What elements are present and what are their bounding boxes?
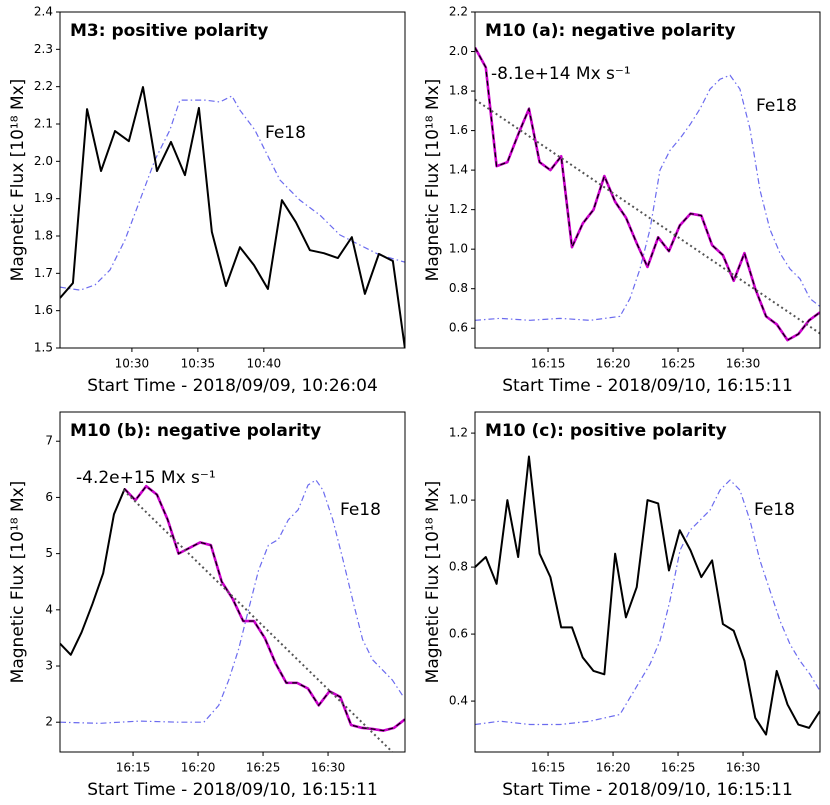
y-tick-label: 0.6 <box>449 627 468 641</box>
y-tick-label: 0.8 <box>449 560 468 574</box>
annotation: -8.1e+14 Mx s⁻¹ <box>491 64 631 84</box>
series-label: Fe18 <box>756 96 797 116</box>
y-axis-label: Magnetic Flux [10¹⁸ Mx] <box>8 481 28 684</box>
series-label: Fe18 <box>340 500 381 520</box>
dotted-line <box>475 98 820 335</box>
axes-frame <box>474 411 821 753</box>
overlay-dash <box>475 47 820 341</box>
y-tick-label: 2.1 <box>34 117 53 131</box>
x-tick-label: 16:20 <box>181 761 216 775</box>
y-tick-label: 3 <box>45 659 53 673</box>
x-tick-label: 10:35 <box>181 357 216 371</box>
panel-title: M10 (a): negative polarity <box>485 21 736 41</box>
series-label: Fe18 <box>265 123 306 143</box>
x-tick-label: 16:15 <box>116 761 151 775</box>
y-tick-label: 0.4 <box>449 694 468 708</box>
y-axis-label: Magnetic Flux [10¹⁸ Mx] <box>423 79 443 282</box>
y-tick-label: 0.8 <box>449 281 468 295</box>
y-axis-label: Magnetic Flux [10¹⁸ Mx] <box>423 481 443 684</box>
x-tick-label: 16:25 <box>246 761 281 775</box>
x-axis-label: Start Time - 2018/09/09, 10:26:04 <box>87 376 378 396</box>
y-tick-label: 2.0 <box>34 154 53 168</box>
panel: 0.6 0.8 1.0 1.2 1.4 1.6 1.8 2.0 2.2 16:15 16:20 16:… <box>423 5 821 396</box>
y-tick-label: 2.2 <box>34 79 53 93</box>
y-tick-label: 7 <box>45 434 53 448</box>
x-tick-label: 16:25 <box>661 357 696 371</box>
y-tick-label: 1.8 <box>449 84 468 98</box>
axes-frame <box>59 411 406 753</box>
panel-title: M3: positive polarity <box>70 21 268 41</box>
x-tick-label: 16:15 <box>531 357 566 371</box>
y-tick-label: 1.8 <box>34 229 53 243</box>
x-tick-label: 16:20 <box>596 357 631 371</box>
y-tick-label: 1.0 <box>449 493 468 507</box>
overlay-dash <box>124 485 405 732</box>
dashdot-line <box>60 95 405 291</box>
x-axis-label: Start Time - 2018/09/10, 16:15:11 <box>87 780 378 800</box>
y-tick-label: 2.4 <box>34 5 53 19</box>
y-tick-label: 1.4 <box>449 163 468 177</box>
plot-area <box>475 46 820 342</box>
solid-line <box>475 47 820 342</box>
x-tick-label: 16:20 <box>596 761 631 775</box>
x-tick-label: 16:30 <box>311 761 346 775</box>
plot-area <box>475 455 820 736</box>
x-tick-label: 16:15 <box>531 761 566 775</box>
panel-title: M10 (c): positive polarity <box>485 421 727 441</box>
y-tick-label: 6 <box>45 490 53 504</box>
solid-line <box>475 455 820 736</box>
solid-line <box>60 485 405 732</box>
y-tick-label: 1.9 <box>34 191 53 205</box>
panel: 2 3 4 5 6 7 16:15 16:20 16:25 16:30 Fe18 M10 (b): n… <box>8 411 406 800</box>
axes-frame <box>474 11 821 349</box>
highlight-line <box>123 484 405 732</box>
plot-area <box>60 479 405 752</box>
x-tick-label: 10:30 <box>115 357 150 371</box>
solid-line <box>60 86 405 348</box>
y-tick-label: 1.0 <box>449 242 468 256</box>
y-tick-label: 2.2 <box>449 5 468 19</box>
y-tick-label: 1.6 <box>34 303 53 317</box>
panel: 0.4 0.6 0.8 1.0 1.2 16:15 16:20 16:25 16:30 Fe18 M… <box>423 411 821 800</box>
x-tick-label: 16:25 <box>661 761 696 775</box>
y-tick-label: 5 <box>45 546 53 560</box>
series-label: Fe18 <box>754 500 795 520</box>
axes-frame <box>59 11 406 349</box>
x-axis-label: Start Time - 2018/09/10, 16:15:11 <box>502 780 793 800</box>
y-tick-label: 2.0 <box>449 44 468 58</box>
y-tick-label: 1.2 <box>449 202 468 216</box>
y-tick-label: 2.3 <box>34 42 53 56</box>
y-tick-label: 1.6 <box>449 123 468 137</box>
highlight-line <box>475 46 820 342</box>
y-tick-label: 2 <box>45 715 53 729</box>
y-axis-label: Magnetic Flux [10¹⁸ Mx] <box>8 79 28 282</box>
plot-area <box>60 86 405 348</box>
dotted-line <box>122 489 394 752</box>
y-tick-label: 1.7 <box>34 266 53 280</box>
x-tick-label: 16:30 <box>726 761 761 775</box>
y-tick-label: 0.6 <box>449 321 468 335</box>
panel-title: M10 (b): negative polarity <box>70 421 321 441</box>
annotation: -4.2e+15 Mx s⁻¹ <box>76 468 216 488</box>
x-tick-label: 16:30 <box>726 357 761 371</box>
panel: 1.5 1.6 1.7 1.8 1.9 2.0 2.1 2.2 2.3 2.4 10:30 10:35… <box>8 5 406 396</box>
y-tick-label: 1.5 <box>34 341 53 355</box>
y-tick-label: 4 <box>45 602 53 616</box>
x-axis-label: Start Time - 2018/09/10, 16:15:11 <box>502 376 793 396</box>
x-tick-label: 10:40 <box>247 357 282 371</box>
y-tick-label: 1.2 <box>449 426 468 440</box>
dashdot-line <box>60 479 403 724</box>
